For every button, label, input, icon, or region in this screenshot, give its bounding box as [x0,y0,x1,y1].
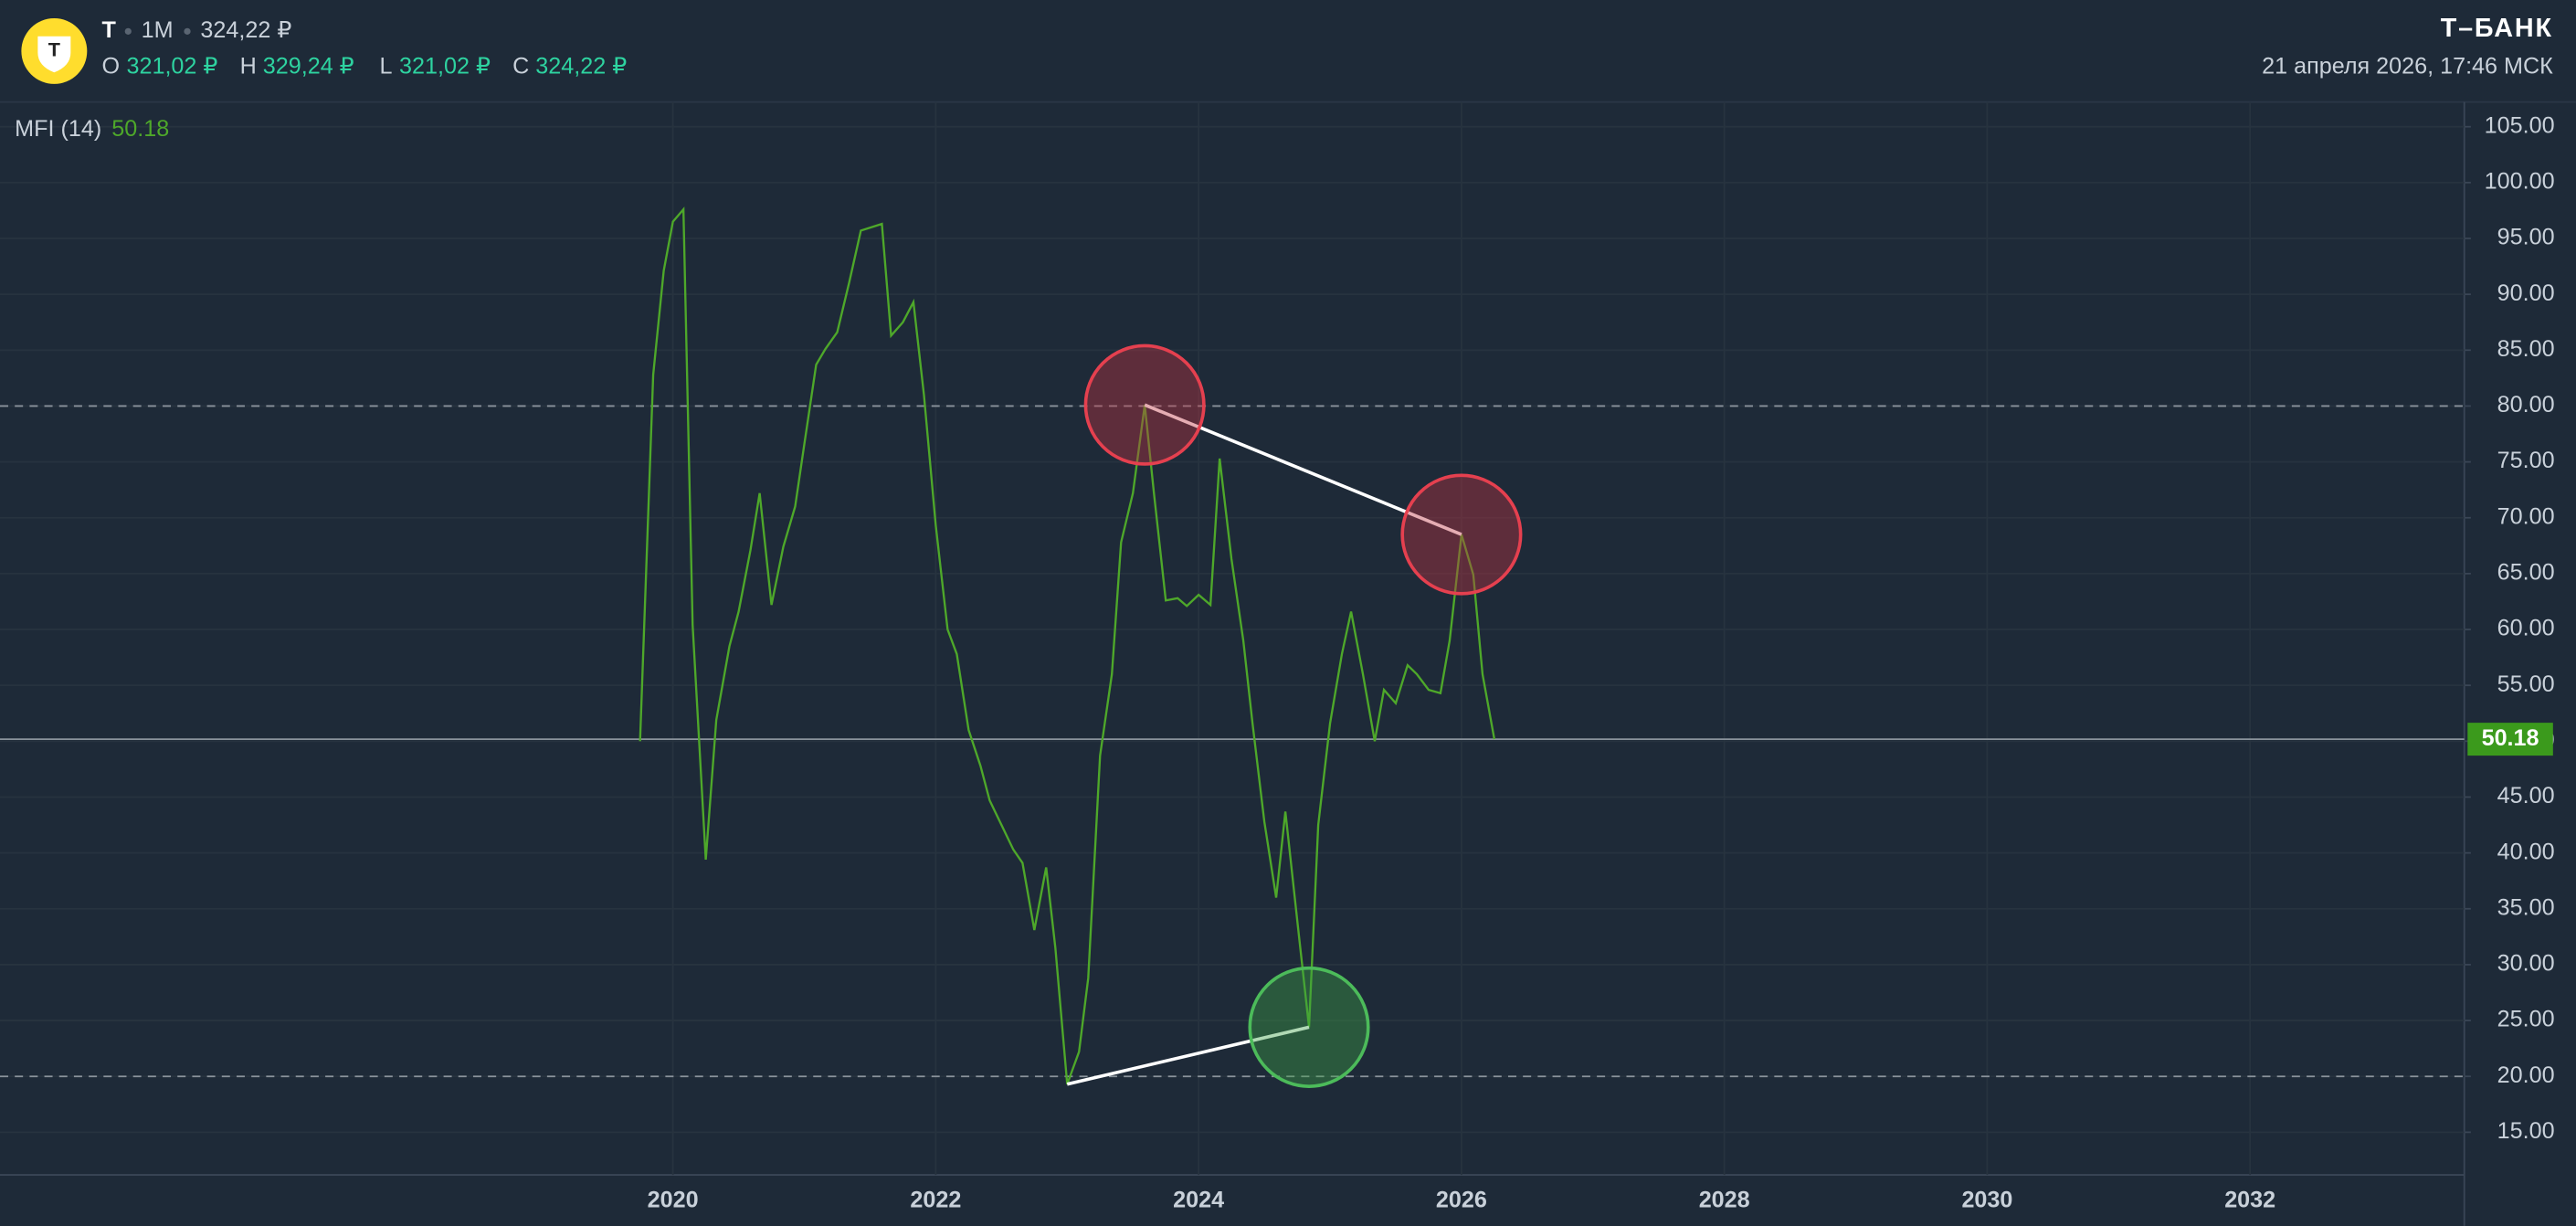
current-value-badge [2467,723,2553,756]
y-tick-label: 15.00 [2497,1118,2555,1144]
y-tick-label: 105.00 [2485,112,2555,138]
y-tick-label: 60.00 [2497,616,2555,641]
logo-shield [37,36,71,73]
ohlc-value: 329,24 ₽ [263,54,354,79]
price: 324,22 ₽ [200,17,291,43]
divergence-line [1066,1025,1310,1086]
highlight-circle [1083,343,1206,466]
x-tick-label: 2026 [1436,1188,1487,1213]
x-tick-label: 2032 [2224,1188,2275,1213]
ohlc-label: C [512,54,529,79]
divergence-line [1144,403,1462,536]
datetime: 21 апреля 2026, 17:46 МСК [2262,54,2553,79]
current-value-label: 50.18 [2482,725,2539,751]
y-tick-label: 20.00 [2497,1062,2555,1088]
x-tick-label: 2022 [910,1188,961,1213]
ohlc-label: O [102,54,121,79]
ohlc-value: 321,02 ₽ [126,54,217,79]
brand: Т–БАНК [2441,14,2553,43]
y-tick-label: 35.00 [2497,894,2555,920]
y-tick-label: 40.00 [2497,839,2555,864]
highlight-circle [1248,966,1370,1088]
x-tick-label: 2030 [1961,1188,2012,1213]
plot-area: 105.00 100.00 95.00 90.00 85.00 80.00 75.00 70.… [0,101,2555,1213]
ohlc-label: H [240,54,257,79]
interval: 1M [142,17,174,43]
y-tick-label: 25.00 [2497,1007,2555,1032]
y-tick-label: 70.00 [2497,503,2555,529]
y-tick-label: 85.00 [2497,336,2555,362]
legend-value: 50.18 [111,116,169,142]
logo-text: T [48,38,60,61]
y-tick-label: 55.00 [2497,671,2555,697]
x-tick-label: 2024 [1173,1188,1224,1213]
ohlc-value: 321,02 ₽ [399,54,491,79]
legend-name: MFI (14) [15,116,101,142]
y-tick-label: 75.00 [2497,448,2555,473]
y-tick-label: 65.00 [2497,560,2555,586]
ohlc-value: 324,22 ₽ [535,54,627,79]
separator [124,27,132,35]
x-tick-label: 2020 [648,1188,699,1213]
y-tick-label: 90.00 [2497,280,2555,306]
y-tick-label: 80.00 [2497,392,2555,417]
ohlc-label: L [379,54,392,79]
y-tick-label: 30.00 [2497,951,2555,977]
y-tick-label: 100.00 [2485,169,2555,195]
separator [184,27,191,35]
mfi-line [639,206,1496,1085]
x-tick-label: 2028 [1699,1188,1750,1213]
y-tick-label: 95.00 [2497,225,2555,250]
y-tick-label: 45.00 [2497,783,2555,809]
highlight-circle [1400,473,1523,596]
ticker: T [102,17,117,43]
